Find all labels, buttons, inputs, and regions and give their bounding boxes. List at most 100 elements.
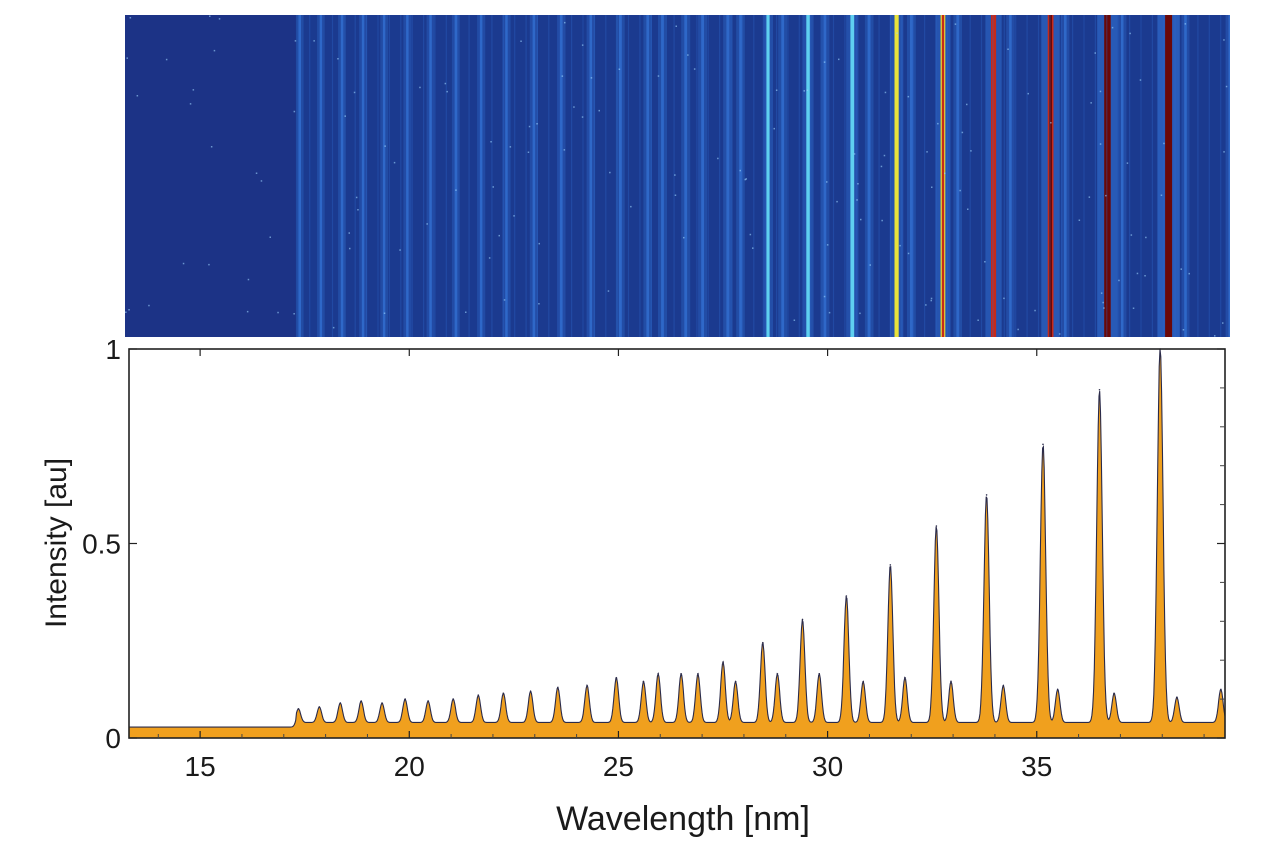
spectrum-peak bbox=[502, 692, 505, 695]
noise-speckle bbox=[773, 127, 775, 130]
harmonic-stripe bbox=[661, 15, 664, 337]
faint-line bbox=[1106, 15, 1108, 337]
y-tick-label: 0.5 bbox=[82, 529, 121, 560]
noise-speckle bbox=[277, 311, 279, 314]
noise-speckle bbox=[793, 319, 796, 321]
faint-line bbox=[502, 15, 504, 337]
noise-speckle bbox=[828, 311, 831, 314]
spectrum-peak bbox=[657, 673, 659, 675]
x-tick-label: 30 bbox=[812, 751, 843, 782]
noise-speckle bbox=[189, 103, 192, 105]
noise-speckle bbox=[1184, 23, 1187, 25]
faint-line bbox=[400, 15, 402, 337]
spectrum-peak bbox=[776, 673, 779, 675]
noise-speckle bbox=[1103, 307, 1105, 309]
noise-speckle bbox=[590, 77, 593, 79]
faint-line bbox=[1174, 15, 1176, 337]
detector-image bbox=[125, 15, 1230, 337]
noise-speckle bbox=[209, 15, 211, 17]
y-axis-label: Intensity [au] bbox=[40, 458, 73, 628]
faint-line bbox=[1197, 15, 1199, 337]
noise-speckle bbox=[126, 57, 128, 59]
noise-speckle bbox=[1163, 142, 1165, 145]
noise-speckle bbox=[869, 264, 871, 266]
faint-line bbox=[707, 15, 709, 337]
noise-speckle bbox=[247, 278, 250, 281]
noise-speckle bbox=[426, 223, 428, 225]
faint-line bbox=[1185, 15, 1188, 337]
faint-line bbox=[445, 15, 447, 337]
harmonic-stripe bbox=[726, 15, 730, 337]
spectrum-peak bbox=[297, 708, 300, 710]
spectrum-peak bbox=[477, 694, 480, 696]
noise-speckle bbox=[1129, 32, 1131, 35]
noise-speckle bbox=[498, 234, 500, 237]
faint-line bbox=[1117, 15, 1119, 337]
noise-speckle bbox=[930, 299, 932, 302]
harmonic-stripe bbox=[1228, 15, 1230, 337]
noise-speckle bbox=[907, 252, 910, 255]
harmonic-stripe bbox=[867, 15, 871, 337]
faint-line bbox=[1072, 15, 1074, 337]
faint-line bbox=[855, 15, 857, 337]
faint-line bbox=[753, 15, 755, 337]
harmonic-stripe bbox=[429, 15, 432, 337]
x-tick-label: 25 bbox=[603, 751, 634, 782]
x-tick-label: 15 bbox=[185, 751, 216, 782]
faint-line bbox=[536, 15, 538, 337]
noise-speckle bbox=[826, 244, 829, 246]
faint-line bbox=[1129, 15, 1131, 337]
noise-speckle bbox=[538, 303, 540, 305]
noise-speckle bbox=[246, 310, 249, 313]
noise-speckle bbox=[348, 232, 350, 234]
noise-speckle bbox=[931, 186, 933, 188]
noise-speckle bbox=[970, 150, 972, 152]
harmonic-stripe-core bbox=[1105, 15, 1110, 337]
faint-line bbox=[1049, 15, 1051, 337]
faint-line bbox=[411, 15, 413, 337]
noise-speckle bbox=[136, 95, 139, 97]
noise-speckle bbox=[739, 169, 741, 172]
faint-line bbox=[479, 15, 482, 337]
spectrum-peak bbox=[557, 686, 559, 689]
noise-speckle bbox=[744, 178, 746, 181]
noise-speckle bbox=[165, 58, 168, 61]
harmonic-stripe-core bbox=[992, 15, 995, 337]
noise-speckle bbox=[573, 106, 575, 108]
noise-speckle bbox=[455, 189, 457, 191]
noise-speckle bbox=[465, 311, 467, 313]
faint-line bbox=[969, 15, 971, 337]
faint-line bbox=[696, 15, 698, 337]
noise-speckle bbox=[1094, 52, 1096, 54]
noise-speckle bbox=[959, 189, 961, 192]
spectrum-peak bbox=[1220, 688, 1222, 691]
noise-speckle bbox=[856, 199, 858, 201]
noise-speckle bbox=[384, 145, 386, 147]
spectrum-peak bbox=[762, 641, 764, 644]
noise-speckle bbox=[355, 196, 358, 199]
noise-speckle bbox=[1105, 194, 1107, 197]
faint-line bbox=[1151, 15, 1153, 337]
noise-speckle bbox=[129, 17, 132, 19]
harmonic-stripe bbox=[1184, 15, 1187, 337]
noise-speckle bbox=[717, 157, 719, 160]
noise-speckle bbox=[1088, 196, 1091, 198]
noise-speckle bbox=[926, 151, 928, 153]
noise-speckle bbox=[538, 242, 540, 245]
noise-speckle bbox=[1090, 102, 1092, 104]
noise-speckle bbox=[618, 68, 621, 70]
noise-speckle bbox=[803, 90, 805, 92]
harmonic-stripe bbox=[505, 15, 508, 337]
noise-speckle bbox=[899, 244, 901, 247]
noise-speckle bbox=[1099, 143, 1102, 145]
noise-speckle bbox=[446, 90, 448, 93]
plot-area bbox=[129, 349, 1225, 738]
y-tick-label: 0 bbox=[105, 723, 121, 754]
faint-line bbox=[1015, 15, 1017, 337]
spectrum-peak bbox=[615, 676, 618, 679]
noise-speckle bbox=[1027, 92, 1029, 95]
faint-line bbox=[832, 15, 835, 337]
harmonic-stripe-core bbox=[941, 15, 945, 337]
faint-line bbox=[946, 15, 948, 337]
spectrum-peak bbox=[845, 595, 848, 597]
